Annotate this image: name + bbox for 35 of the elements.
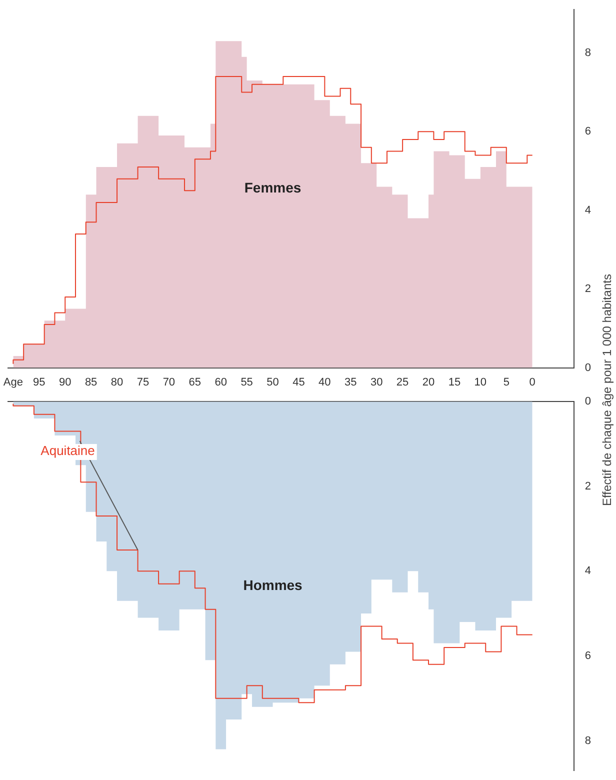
y-tick-label: 8 bbox=[584, 734, 592, 747]
y-tick-label: 0 bbox=[584, 362, 592, 374]
x-tick-label: 0 bbox=[529, 376, 536, 388]
y-tick-label: 2 bbox=[584, 480, 592, 492]
x-tick-label: 10 bbox=[474, 376, 487, 388]
x-tick-label: 50 bbox=[266, 376, 279, 388]
series-label: Aquitaine bbox=[40, 443, 95, 458]
y-tick-label: 8 bbox=[584, 46, 592, 59]
y-tick-label: 6 bbox=[584, 126, 592, 138]
x-tick-label: 95 bbox=[33, 376, 46, 388]
x-tick-label: 20 bbox=[422, 376, 435, 388]
x-tick-label: 5 bbox=[503, 376, 510, 388]
y-tick-label: 0 bbox=[584, 396, 592, 408]
x-tick-label: Age bbox=[3, 376, 23, 388]
x-tick-label: 40 bbox=[318, 376, 331, 388]
x-tick-label: 80 bbox=[110, 376, 124, 388]
x-tick-label: 15 bbox=[448, 376, 461, 388]
y-tick-label: 6 bbox=[584, 650, 592, 662]
y-tick-label: 4 bbox=[584, 204, 592, 216]
x-tick-label: 45 bbox=[292, 376, 305, 388]
y-tick-label: 4 bbox=[584, 565, 592, 578]
x-tick-label: 55 bbox=[240, 376, 253, 388]
y-axis-title: Effectif de chaque âge pour 1 000 habitants bbox=[600, 274, 614, 506]
x-tick-label: 35 bbox=[344, 376, 357, 388]
x-tick-label: 75 bbox=[136, 376, 150, 388]
x-tick-label: 30 bbox=[370, 376, 383, 388]
x-tick-label: 70 bbox=[162, 376, 176, 388]
annotation: Hommes bbox=[243, 576, 303, 593]
x-tick-label: 25 bbox=[396, 376, 409, 388]
x-tick-label: 85 bbox=[84, 376, 98, 388]
x-tick-label: 65 bbox=[188, 376, 202, 388]
x-tick-label: 90 bbox=[58, 376, 72, 388]
y-tick-label: 2 bbox=[584, 283, 592, 296]
annotation: Femmes bbox=[244, 180, 302, 196]
x-tick-label: 60 bbox=[214, 376, 227, 388]
